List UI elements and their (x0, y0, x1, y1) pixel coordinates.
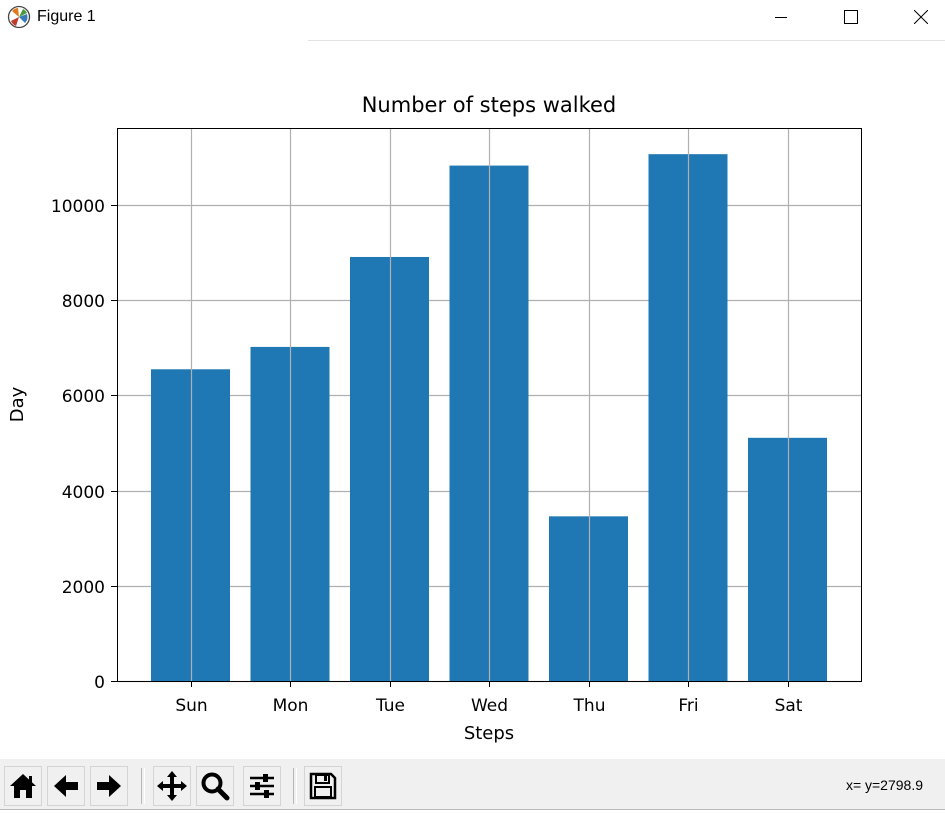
y-tick-label: 6000 (62, 387, 105, 407)
matplotlib-logo-icon (7, 5, 31, 29)
save-button[interactable] (304, 766, 342, 806)
x-tick-label: Thu (573, 696, 606, 716)
maximize-button[interactable] (828, 0, 874, 34)
y-tick-label: 10000 (51, 197, 105, 217)
zoom-button[interactable] (196, 766, 234, 806)
x-tick-label: Sat (775, 696, 803, 716)
x-tick-label: Wed (471, 696, 508, 716)
figure-canvas[interactable]: 0 2000 4000 6000 8000 10000 Sun Mon Tue Wed Thu Fr… (0, 41, 945, 759)
x-tick-label: Fri (678, 696, 698, 716)
title-bar-divider (308, 40, 945, 41)
arrow-left-icon (54, 775, 78, 797)
close-button[interactable] (898, 0, 944, 34)
navigation-toolbar: x= y=2798.9 (0, 759, 945, 809)
cursor-coordinates: x= y=2798.9 (845, 777, 923, 793)
window-title: Figure 1 (37, 8, 96, 25)
floppy-disk-icon (309, 772, 337, 800)
bar-tue (350, 256, 429, 681)
move-icon (157, 771, 187, 801)
sliders-icon (250, 774, 274, 798)
chart-title: Number of steps walked (362, 93, 617, 117)
forward-button[interactable] (90, 766, 128, 806)
bar-sat (748, 437, 827, 681)
minimize-icon (775, 17, 787, 18)
maximize-icon (844, 10, 858, 24)
x-tick-label: Tue (375, 696, 405, 716)
bar-sun (151, 369, 230, 681)
y-tick-label: 4000 (62, 483, 105, 503)
y-tick-label: 0 (94, 673, 105, 693)
x-axis-label: Steps (464, 723, 514, 744)
toolbar-separator (141, 768, 145, 804)
y-tick-label: 8000 (62, 292, 105, 312)
home-icon (10, 774, 36, 798)
close-icon (914, 10, 928, 24)
home-button[interactable] (4, 766, 42, 806)
x-tick-label: Sun (175, 696, 207, 716)
vertical-grid-lines (190, 128, 790, 681)
back-button[interactable] (47, 766, 85, 806)
magnifier-icon (201, 772, 230, 801)
bar-chart: 0 2000 4000 6000 8000 10000 Sun Mon Tue Wed Thu Fr… (7, 93, 862, 744)
arrow-right-icon (97, 775, 121, 797)
y-axis-ticks: 0 2000 4000 6000 8000 10000 (51, 197, 117, 693)
window-title-bar: Figure 1 (0, 0, 945, 38)
x-axis-ticks: Sun Mon Tue Wed Thu Fri Sat (175, 681, 803, 716)
configure-subplots-button[interactable] (243, 766, 281, 806)
pan-button[interactable] (153, 766, 191, 806)
toolbar-separator (293, 768, 297, 804)
window-bottom-border (0, 809, 945, 813)
bar-thu (549, 516, 628, 681)
minimize-button[interactable] (758, 0, 804, 34)
y-tick-label: 2000 (62, 578, 105, 598)
x-tick-label: Mon (273, 696, 309, 716)
y-axis-label: Day (7, 386, 28, 422)
